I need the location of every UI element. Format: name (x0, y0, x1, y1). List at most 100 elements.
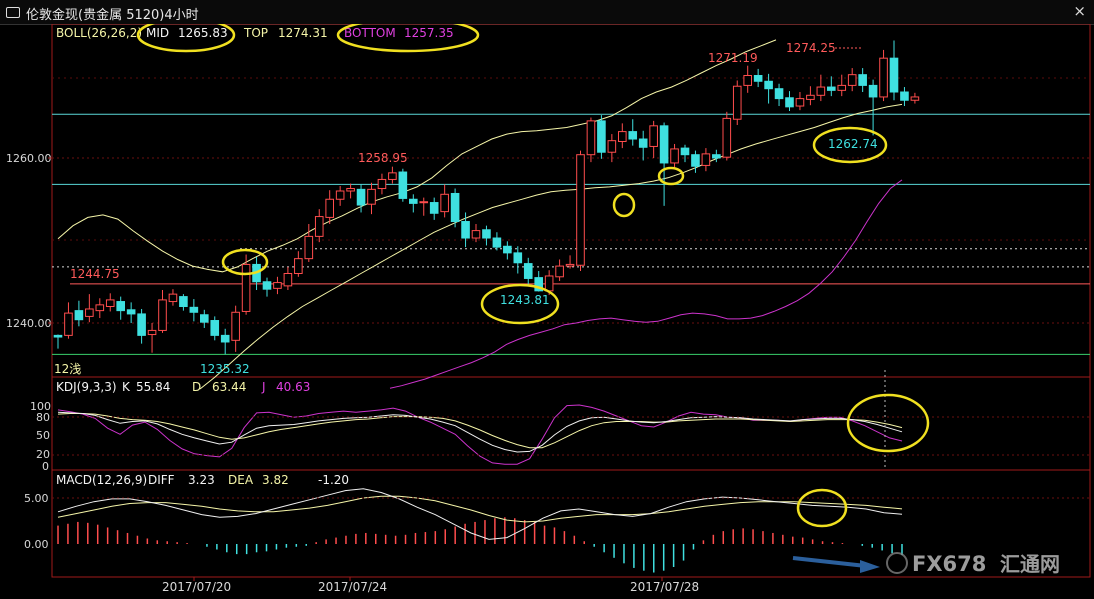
candle-body-52 (597, 120, 606, 153)
candle-body-37 (440, 193, 449, 213)
macd-dea-value: 3.82 (262, 473, 289, 487)
candle-body-60 (680, 147, 690, 156)
kdj-j-label: J (261, 380, 266, 394)
boll-bottom-line (389, 179, 903, 389)
highlight-1262 (812, 126, 888, 164)
macd-tick-5: 5.00 (24, 492, 49, 505)
kdj-axis: 100 80 50 20 0 (30, 400, 1090, 473)
candle-body-50 (576, 154, 585, 266)
candle-body-36 (429, 202, 439, 214)
kdj-label: KDJ(9,3,3) (56, 380, 117, 394)
highlight-1243 (480, 283, 560, 325)
candle-body-63 (712, 154, 721, 159)
candle-body-1 (64, 312, 73, 336)
highlight-mid (136, 24, 236, 53)
boll-top-label: TOP (243, 26, 268, 40)
candle-body-15 (210, 320, 220, 336)
candle-body-65 (732, 85, 742, 120)
candle-body-69 (774, 88, 784, 100)
macd-dea-line (57, 495, 903, 523)
date-label-0720: 2017/07/20 (162, 580, 231, 594)
candle-body-30 (367, 188, 376, 205)
candle-body-4 (95, 304, 105, 312)
candle-body-79 (879, 57, 888, 98)
macd-legend: MACD(12,26,9) DIFF 3.23 DEA 3.82 -1.20 (56, 473, 349, 487)
candle-body-32 (388, 172, 397, 180)
candle-body-7 (126, 309, 136, 315)
macd-dea-label: DEA (228, 473, 254, 487)
kdj-j-value: 40.63 (276, 380, 310, 394)
candle-body-44 (513, 252, 523, 264)
highlight-cross (221, 248, 269, 276)
kdj-lines (57, 370, 903, 470)
chart-canvas: 1260.00 1240.00 100 80 50 20 0 5.00 0.00… (6, 24, 1091, 594)
watermark-brand: FX678 (912, 552, 986, 576)
candle-body-25 (314, 216, 324, 237)
date-label-0724: 2017/07/24 (318, 580, 387, 594)
kdj-k-label: K (122, 380, 131, 394)
candle-body-75 (837, 84, 847, 91)
kdj-d-value: 63.44 (212, 380, 246, 394)
candle-body-45 (523, 263, 533, 279)
highlight-macd (796, 488, 848, 528)
highlight-ellipses (136, 24, 930, 528)
candle-body-66 (743, 75, 753, 86)
window-titlebar: 伦敦金现(贵金属 5120)4小时 × (0, 0, 1094, 25)
candle-body-31 (377, 178, 387, 190)
date-label-0728: 2017/07/28 (630, 580, 699, 594)
highlight-low-1 (612, 192, 636, 218)
window-title: 伦敦金现(贵金属 5120)4小时 (26, 8, 199, 23)
annotation-1258-95: 1258.95 (358, 151, 408, 165)
candle-body-22 (283, 273, 293, 287)
macd-diff-line (57, 488, 903, 540)
candle-body-53 (607, 140, 617, 153)
annotation-1271-19: 1271.19 (708, 51, 758, 65)
candle-body-77 (858, 74, 867, 86)
kdj-tick-20: 20 (36, 448, 50, 461)
candle-body-58 (659, 125, 669, 164)
candle-body-5 (105, 299, 115, 307)
candle-body-35 (419, 201, 429, 204)
close-button[interactable]: × (1073, 2, 1086, 20)
boll-mid-value: 1265.83 (178, 26, 228, 40)
boll-upper-line (57, 39, 777, 273)
kdj-tick-0: 0 (42, 460, 49, 473)
candle-body-73 (816, 86, 826, 96)
candle-body-81 (900, 91, 909, 101)
kdj-d-line (57, 413, 903, 449)
candle-body-39 (461, 221, 470, 239)
annotation-1243-81: 1243.81 (500, 293, 550, 307)
kdj-d-label: D (192, 380, 201, 394)
candle-body-27 (335, 190, 345, 200)
candle-body-42 (492, 237, 502, 248)
candle-body-56 (638, 138, 648, 148)
candle-body-43 (503, 245, 512, 254)
candle-body-72 (806, 94, 815, 100)
candle-body-23 (294, 258, 303, 274)
candle-body-29 (356, 188, 366, 206)
corner-label: 12浅 (54, 362, 81, 376)
candle-body-70 (785, 97, 794, 108)
kdj-tick-100: 100 (30, 400, 51, 413)
candle-body-64 (722, 117, 732, 158)
candle-body-49 (565, 263, 575, 267)
highlight-bottom (336, 24, 480, 53)
candle-body-62 (701, 153, 711, 166)
candle-body-48 (555, 265, 564, 278)
candle-body-78 (868, 84, 878, 98)
watermark-cn: 汇通网 (1000, 552, 1060, 576)
candle-body-0 (53, 334, 63, 338)
highlight-low-2 (657, 166, 685, 186)
candle-body-57 (649, 125, 658, 147)
boll-mid-label: MID (146, 26, 169, 40)
macd-label: MACD(12,26,9) (56, 473, 147, 487)
candle-body-47 (544, 275, 554, 292)
candle-body-10 (158, 299, 167, 331)
candle-body-33 (398, 171, 408, 199)
watermark-arrow (792, 556, 867, 568)
candle-body-16 (220, 334, 230, 343)
macd-diff-value: 3.23 (188, 473, 215, 487)
candle-body-34 (409, 198, 418, 204)
candle-body-76 (847, 74, 857, 86)
candle-body-11 (168, 293, 178, 303)
